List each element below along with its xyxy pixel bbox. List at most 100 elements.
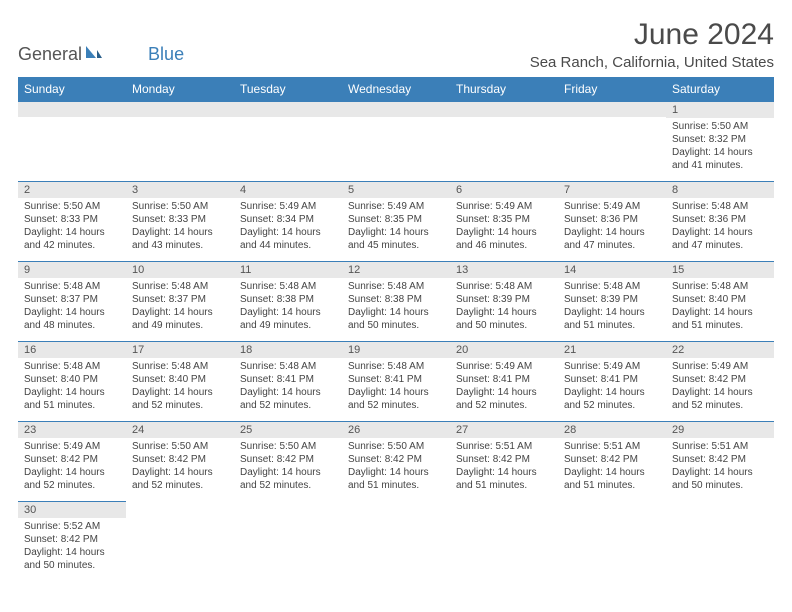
day-number: 1 xyxy=(666,102,774,118)
day-content xyxy=(234,117,342,167)
day-number: 3 xyxy=(126,182,234,198)
calendar-cell xyxy=(126,102,234,182)
calendar-cell xyxy=(342,502,450,582)
calendar-cell: 13Sunrise: 5:48 AMSunset: 8:39 PMDayligh… xyxy=(450,262,558,342)
day-number: 21 xyxy=(558,342,666,358)
day-content: Sunrise: 5:49 AMSunset: 8:34 PMDaylight:… xyxy=(234,198,342,256)
dh-tue: Tuesday xyxy=(234,77,342,102)
day-content: Sunrise: 5:49 AMSunset: 8:35 PMDaylight:… xyxy=(342,198,450,256)
day-number: 12 xyxy=(342,262,450,278)
day-content: Sunrise: 5:48 AMSunset: 8:39 PMDaylight:… xyxy=(558,278,666,336)
day-content: Sunrise: 5:50 AMSunset: 8:33 PMDaylight:… xyxy=(18,198,126,256)
day-content: Sunrise: 5:48 AMSunset: 8:36 PMDaylight:… xyxy=(666,198,774,256)
day-number: 26 xyxy=(342,422,450,438)
day-content: Sunrise: 5:51 AMSunset: 8:42 PMDaylight:… xyxy=(666,438,774,496)
day-content: Sunrise: 5:49 AMSunset: 8:41 PMDaylight:… xyxy=(558,358,666,416)
day-content: Sunrise: 5:52 AMSunset: 8:42 PMDaylight:… xyxy=(18,518,126,576)
day-number: 25 xyxy=(234,422,342,438)
day-content: Sunrise: 5:50 AMSunset: 8:33 PMDaylight:… xyxy=(126,198,234,256)
day-content: Sunrise: 5:48 AMSunset: 8:38 PMDaylight:… xyxy=(342,278,450,336)
day-content: Sunrise: 5:49 AMSunset: 8:42 PMDaylight:… xyxy=(666,358,774,416)
day-number: 2 xyxy=(18,182,126,198)
day-number: 7 xyxy=(558,182,666,198)
dh-sun: Sunday xyxy=(18,77,126,102)
calendar-cell: 30Sunrise: 5:52 AMSunset: 8:42 PMDayligh… xyxy=(18,502,126,582)
calendar-cell: 17Sunrise: 5:48 AMSunset: 8:40 PMDayligh… xyxy=(126,342,234,422)
day-content xyxy=(558,517,666,567)
calendar-cell: 15Sunrise: 5:48 AMSunset: 8:40 PMDayligh… xyxy=(666,262,774,342)
day-number: 30 xyxy=(18,502,126,518)
calendar-cell xyxy=(450,502,558,582)
sail-icon xyxy=(84,44,104,65)
day-content xyxy=(342,117,450,167)
day-number: 27 xyxy=(450,422,558,438)
day-content: Sunrise: 5:48 AMSunset: 8:38 PMDaylight:… xyxy=(234,278,342,336)
calendar-row: 9Sunrise: 5:48 AMSunset: 8:37 PMDaylight… xyxy=(18,262,774,342)
day-content xyxy=(450,517,558,567)
day-number: 28 xyxy=(558,422,666,438)
calendar-cell: 6Sunrise: 5:49 AMSunset: 8:35 PMDaylight… xyxy=(450,182,558,262)
calendar-cell: 11Sunrise: 5:48 AMSunset: 8:38 PMDayligh… xyxy=(234,262,342,342)
day-number xyxy=(450,102,558,117)
day-number: 4 xyxy=(234,182,342,198)
calendar-cell: 16Sunrise: 5:48 AMSunset: 8:40 PMDayligh… xyxy=(18,342,126,422)
calendar-table: Sunday Monday Tuesday Wednesday Thursday… xyxy=(18,77,774,582)
day-content: Sunrise: 5:50 AMSunset: 8:42 PMDaylight:… xyxy=(342,438,450,496)
calendar-cell xyxy=(234,102,342,182)
calendar-cell xyxy=(558,102,666,182)
dh-mon: Monday xyxy=(126,77,234,102)
calendar-cell xyxy=(342,102,450,182)
title-block: June 2024 Sea Ranch, California, United … xyxy=(530,18,774,71)
day-number: 22 xyxy=(666,342,774,358)
day-number: 15 xyxy=(666,262,774,278)
calendar-cell: 24Sunrise: 5:50 AMSunset: 8:42 PMDayligh… xyxy=(126,422,234,502)
calendar-row: 30Sunrise: 5:52 AMSunset: 8:42 PMDayligh… xyxy=(18,502,774,582)
day-content: Sunrise: 5:48 AMSunset: 8:41 PMDaylight:… xyxy=(234,358,342,416)
calendar-cell: 9Sunrise: 5:48 AMSunset: 8:37 PMDaylight… xyxy=(18,262,126,342)
calendar-row: 23Sunrise: 5:49 AMSunset: 8:42 PMDayligh… xyxy=(18,422,774,502)
day-content: Sunrise: 5:51 AMSunset: 8:42 PMDaylight:… xyxy=(558,438,666,496)
header: General Blue June 2024 Sea Ranch, Califo… xyxy=(18,18,774,71)
calendar-cell: 27Sunrise: 5:51 AMSunset: 8:42 PMDayligh… xyxy=(450,422,558,502)
dh-thu: Thursday xyxy=(450,77,558,102)
brand-part1: General xyxy=(18,44,82,65)
day-content: Sunrise: 5:48 AMSunset: 8:37 PMDaylight:… xyxy=(18,278,126,336)
calendar-row: 2Sunrise: 5:50 AMSunset: 8:33 PMDaylight… xyxy=(18,182,774,262)
calendar-cell: 29Sunrise: 5:51 AMSunset: 8:42 PMDayligh… xyxy=(666,422,774,502)
day-content: Sunrise: 5:49 AMSunset: 8:36 PMDaylight:… xyxy=(558,198,666,256)
day-content xyxy=(558,117,666,167)
calendar-cell: 26Sunrise: 5:50 AMSunset: 8:42 PMDayligh… xyxy=(342,422,450,502)
day-number: 10 xyxy=(126,262,234,278)
day-content: Sunrise: 5:49 AMSunset: 8:35 PMDaylight:… xyxy=(450,198,558,256)
calendar-body: 1Sunrise: 5:50 AMSunset: 8:32 PMDaylight… xyxy=(18,102,774,582)
calendar-cell: 2Sunrise: 5:50 AMSunset: 8:33 PMDaylight… xyxy=(18,182,126,262)
day-number: 6 xyxy=(450,182,558,198)
day-content xyxy=(342,517,450,567)
calendar-row: 1Sunrise: 5:50 AMSunset: 8:32 PMDaylight… xyxy=(18,102,774,182)
day-content xyxy=(18,117,126,167)
day-content: Sunrise: 5:50 AMSunset: 8:42 PMDaylight:… xyxy=(234,438,342,496)
calendar-cell: 1Sunrise: 5:50 AMSunset: 8:32 PMDaylight… xyxy=(666,102,774,182)
day-content: Sunrise: 5:48 AMSunset: 8:39 PMDaylight:… xyxy=(450,278,558,336)
day-content xyxy=(666,517,774,567)
calendar-cell: 5Sunrise: 5:49 AMSunset: 8:35 PMDaylight… xyxy=(342,182,450,262)
calendar-cell xyxy=(234,502,342,582)
calendar-cell: 19Sunrise: 5:48 AMSunset: 8:41 PMDayligh… xyxy=(342,342,450,422)
dh-wed: Wednesday xyxy=(342,77,450,102)
calendar-cell: 23Sunrise: 5:49 AMSunset: 8:42 PMDayligh… xyxy=(18,422,126,502)
brand-logo: General Blue xyxy=(18,44,184,71)
day-number xyxy=(126,502,234,517)
day-number xyxy=(18,102,126,117)
day-number: 9 xyxy=(18,262,126,278)
day-number xyxy=(126,102,234,117)
day-content: Sunrise: 5:49 AMSunset: 8:42 PMDaylight:… xyxy=(18,438,126,496)
calendar-cell: 25Sunrise: 5:50 AMSunset: 8:42 PMDayligh… xyxy=(234,422,342,502)
calendar-cell: 22Sunrise: 5:49 AMSunset: 8:42 PMDayligh… xyxy=(666,342,774,422)
location: Sea Ranch, California, United States xyxy=(530,54,774,71)
day-content: Sunrise: 5:48 AMSunset: 8:37 PMDaylight:… xyxy=(126,278,234,336)
calendar-cell xyxy=(126,502,234,582)
day-number: 20 xyxy=(450,342,558,358)
day-number xyxy=(234,102,342,117)
day-content: Sunrise: 5:48 AMSunset: 8:40 PMDaylight:… xyxy=(126,358,234,416)
calendar-cell: 28Sunrise: 5:51 AMSunset: 8:42 PMDayligh… xyxy=(558,422,666,502)
